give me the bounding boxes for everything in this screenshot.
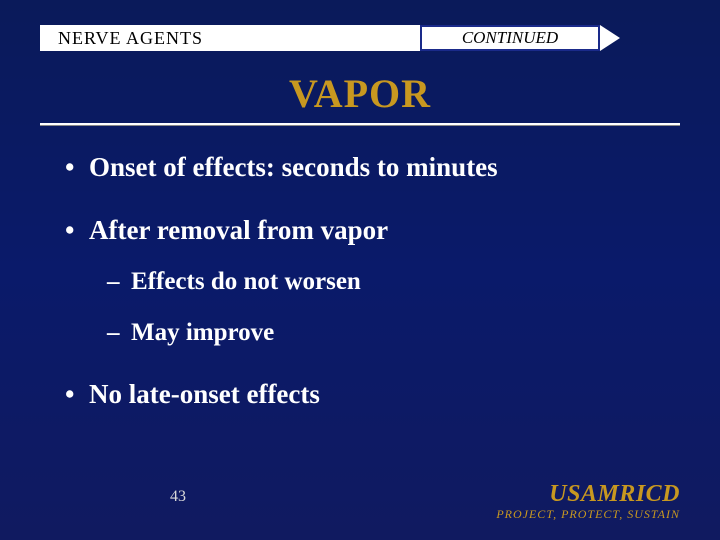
- content-area: Onset of effects: seconds to minutes Aft…: [65, 150, 680, 440]
- org-name: USAMRICD: [549, 481, 680, 508]
- footer: 43 USAMRICD PROJECT, PROTECT, SUSTAIN: [0, 478, 720, 526]
- sub-bullet-item: May improve: [107, 317, 680, 350]
- header-tail-shape: [600, 25, 620, 51]
- org-motto: PROJECT, PROTECT, SUSTAIN: [496, 507, 680, 522]
- bullet-item: Onset of effects: seconds to minutes: [65, 150, 680, 185]
- title-underline: [40, 123, 680, 126]
- bullet-item: After removal from vapor: [65, 213, 680, 248]
- header-topic: NERVE AGENTS: [40, 25, 420, 51]
- slide-title: VAPOR: [40, 70, 680, 117]
- slide-number: 43: [170, 488, 186, 506]
- title-area: VAPOR: [40, 70, 680, 126]
- bullet-item: No late-onset effects: [65, 377, 680, 412]
- header-bar: NERVE AGENTS CONTINUED: [40, 24, 620, 52]
- sub-bullet-item: Effects do not worsen: [107, 266, 680, 299]
- header-status: CONTINUED: [420, 25, 600, 51]
